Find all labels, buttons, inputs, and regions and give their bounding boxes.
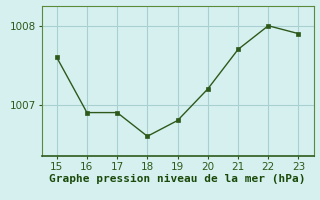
X-axis label: Graphe pression niveau de la mer (hPa): Graphe pression niveau de la mer (hPa)	[49, 174, 306, 184]
